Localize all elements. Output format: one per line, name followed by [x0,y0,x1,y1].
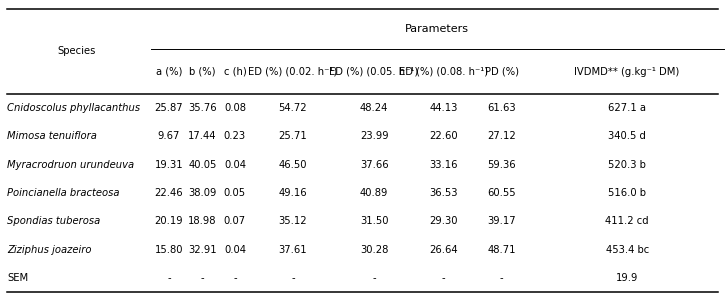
Text: 0.07: 0.07 [224,217,246,226]
Text: 340.5 d: 340.5 d [608,131,646,141]
Text: 29.30: 29.30 [429,217,458,226]
Text: 19.31: 19.31 [154,160,183,170]
Text: 32.91: 32.91 [188,245,217,255]
Text: 25.87: 25.87 [154,103,183,113]
Text: 40.05: 40.05 [188,160,217,170]
Text: b (%): b (%) [189,66,215,77]
Text: c (h): c (h) [223,66,246,77]
Text: 27.12: 27.12 [487,131,516,141]
Text: 26.64: 26.64 [429,245,458,255]
Text: Parameters: Parameters [405,24,469,34]
Text: 38.09: 38.09 [188,188,217,198]
Text: IVDMD** (g.kg⁻¹ DM): IVDMD** (g.kg⁻¹ DM) [574,66,680,77]
Text: 44.13: 44.13 [429,103,458,113]
Text: 59.36: 59.36 [487,160,516,170]
Text: a (%): a (%) [156,66,182,77]
Text: -: - [200,273,204,283]
Text: 17.44: 17.44 [188,131,217,141]
Text: 48.24: 48.24 [360,103,389,113]
Text: 627.1 a: 627.1 a [608,103,646,113]
Text: 46.50: 46.50 [278,160,307,170]
Text: 39.17: 39.17 [487,217,516,226]
Text: Poincianella bracteosa: Poincianella bracteosa [7,188,120,198]
Text: 36.53: 36.53 [429,188,458,198]
Text: PD (%): PD (%) [485,66,518,77]
Text: -: - [373,273,376,283]
Text: 0.23: 0.23 [224,131,246,141]
Text: 19.9: 19.9 [616,273,638,283]
Text: SEM: SEM [7,273,28,283]
Text: Myracrodruon urundeuva: Myracrodruon urundeuva [7,160,134,170]
Text: 15.80: 15.80 [154,245,183,255]
Text: 520.3 b: 520.3 b [608,160,646,170]
Text: 35.12: 35.12 [278,217,307,226]
Text: 0.08: 0.08 [224,103,246,113]
Text: 0.05: 0.05 [224,188,246,198]
Text: 0.04: 0.04 [224,160,246,170]
Text: ED (%) (0.08. h⁻¹): ED (%) (0.08. h⁻¹) [399,66,488,77]
Text: 37.61: 37.61 [278,245,307,255]
Text: 54.72: 54.72 [278,103,307,113]
Text: 18.98: 18.98 [188,217,217,226]
Text: Cnidoscolus phyllacanthus: Cnidoscolus phyllacanthus [7,103,141,113]
Text: Mimosa tenuiflora: Mimosa tenuiflora [7,131,97,141]
Text: 23.99: 23.99 [360,131,389,141]
Text: 516.0 b: 516.0 b [608,188,646,198]
Text: 35.76: 35.76 [188,103,217,113]
Text: 61.63: 61.63 [487,103,516,113]
Text: ED (%) (0.05. h⁻¹): ED (%) (0.05. h⁻¹) [329,66,419,77]
Text: 31.50: 31.50 [360,217,389,226]
Text: 22.60: 22.60 [429,131,458,141]
Text: -: - [442,273,445,283]
Text: 30.28: 30.28 [360,245,389,255]
Text: 411.2 cd: 411.2 cd [605,217,649,226]
Text: 60.55: 60.55 [487,188,516,198]
Text: 453.4 bc: 453.4 bc [605,245,649,255]
Text: -: - [500,273,503,283]
Text: -: - [233,273,236,283]
Text: Spondias tuberosa: Spondias tuberosa [7,217,101,226]
Text: 25.71: 25.71 [278,131,307,141]
Text: 20.19: 20.19 [154,217,183,226]
Text: 40.89: 40.89 [360,188,389,198]
Text: 33.16: 33.16 [429,160,458,170]
Text: ED (%) (0.02. h⁻¹): ED (%) (0.02. h⁻¹) [248,66,338,77]
Text: 37.66: 37.66 [360,160,389,170]
Text: 22.46: 22.46 [154,188,183,198]
Text: Species: Species [57,46,95,56]
Text: -: - [167,273,170,283]
Text: Ziziphus joazeiro: Ziziphus joazeiro [7,245,92,255]
Text: 48.71: 48.71 [487,245,516,255]
Text: -: - [291,273,294,283]
Text: 0.04: 0.04 [224,245,246,255]
Text: 49.16: 49.16 [278,188,307,198]
Text: 9.67: 9.67 [158,131,180,141]
